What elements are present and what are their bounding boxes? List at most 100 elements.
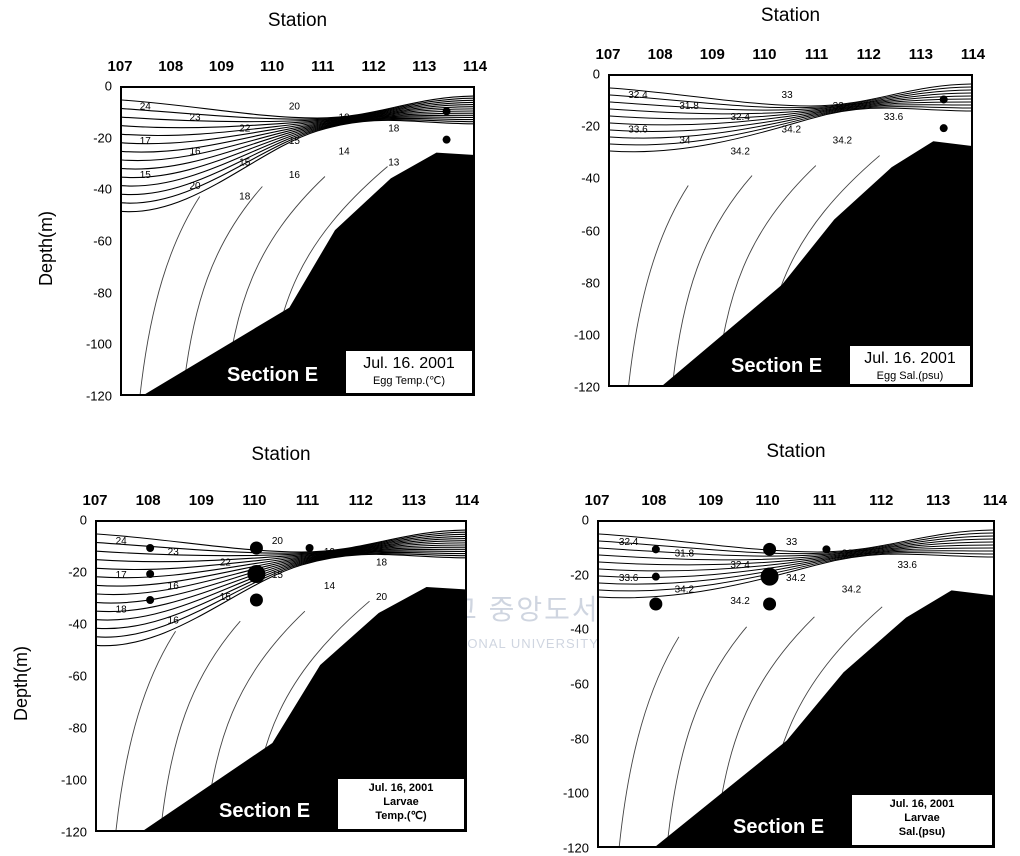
- contour-label: 20: [272, 536, 284, 547]
- info-line: Egg Temp.(℃): [372, 374, 446, 387]
- y-tick-label: -120: [85, 388, 112, 404]
- contour-label: 32.4: [628, 90, 648, 101]
- plot-area: 24 23 22 20 19 18 17 16 15 15 14 20 18 16 Section E Jul…: [95, 520, 467, 832]
- y-tick-label: -20: [68, 564, 87, 580]
- contour-line: [122, 110, 473, 162]
- y-tick-label: -40: [68, 616, 87, 632]
- contour-line: [115, 630, 176, 830]
- x-tick-label: 109: [699, 46, 725, 63]
- x-tick-label: 113: [412, 58, 437, 75]
- seabed-area: [144, 587, 465, 830]
- y-tick-label: -40: [570, 621, 589, 637]
- contour-line: [599, 550, 993, 585]
- contour-line: [160, 620, 241, 830]
- y-tick-label: 0: [592, 66, 600, 82]
- contour-line: [599, 553, 993, 599]
- x-axis-title: Station: [760, 5, 821, 26]
- y-tick-label: -40: [581, 170, 600, 186]
- contour-label: 19: [324, 547, 336, 558]
- y-tick-label: -80: [570, 731, 589, 747]
- x-tick-label: 113: [926, 492, 951, 509]
- sample-point: [305, 544, 314, 552]
- x-tick-label: 107: [584, 492, 610, 509]
- contour-line: [618, 636, 680, 846]
- contour-label: 22: [220, 558, 232, 569]
- contour-line: [122, 117, 473, 196]
- sample-point: [146, 544, 155, 552]
- contour-line: [97, 551, 465, 630]
- x-tick-label: 109: [188, 492, 214, 509]
- contour-line: [610, 106, 971, 146]
- info-line: Larvae: [383, 796, 419, 809]
- contour-line: [122, 97, 473, 120]
- contour-line: [139, 196, 201, 394]
- contour-label: 14: [339, 147, 351, 158]
- info-box: Jul. 16. 2001 Egg Sal.(psu): [849, 345, 971, 385]
- sample-point: [146, 570, 155, 578]
- contour-line: [610, 86, 971, 109]
- y-tick-label: -20: [581, 118, 600, 134]
- contour-label: 33.6: [898, 560, 918, 571]
- contour-line: [610, 89, 971, 111]
- x-tick-label: 111: [804, 46, 829, 63]
- info-line: Sal.(psu): [898, 826, 946, 839]
- contour-line: [610, 92, 971, 115]
- contour-label: 20: [376, 592, 388, 603]
- contour-label: 24: [140, 102, 152, 113]
- x-tick-label: 114: [982, 492, 1008, 509]
- contour-label: 33: [842, 548, 854, 559]
- info-line: Temp.(℃): [375, 810, 427, 823]
- info-line: Jul. 16. 2001: [864, 350, 956, 367]
- sample-point: [651, 572, 660, 581]
- x-tick-label: 107: [107, 58, 133, 75]
- contour-label: 17: [140, 136, 152, 147]
- x-tick-label: 114: [462, 58, 488, 75]
- contour-line: [97, 548, 465, 613]
- plot-area: 24 23 22 20 19 18 17 16 15 15 14 13 15 20 18 16 Section …: [120, 86, 475, 396]
- x-tick-label: 113: [401, 492, 426, 509]
- y-tick-label: -80: [581, 275, 600, 291]
- sample-point: [763, 597, 777, 611]
- contour-label: 16: [189, 147, 201, 158]
- x-axis-title: Station: [251, 444, 311, 465]
- contour-label: 34.2: [675, 585, 695, 596]
- seabed-area: [663, 141, 971, 385]
- y-axis-title: Depth(m): [11, 645, 31, 721]
- x-axis-title: Station: [766, 441, 826, 462]
- x-tick-label: 112: [361, 58, 386, 75]
- contour-label: 20: [189, 181, 201, 192]
- contour-label: 33: [786, 537, 798, 548]
- info-line: Jul. 16, 2001: [368, 782, 434, 794]
- contour-line: [97, 535, 465, 563]
- contour-line: [666, 626, 748, 846]
- contour-label: 24: [116, 536, 128, 547]
- x-tick-label: 110: [260, 58, 285, 75]
- contour-label: 13: [388, 158, 400, 169]
- contour-label: 15: [220, 592, 232, 603]
- sample-point: [939, 124, 948, 133]
- contour-label: 15: [272, 570, 284, 581]
- contour-label: 34.2: [786, 573, 806, 584]
- x-tick-label: 109: [698, 492, 724, 509]
- y-tick-label: -120: [573, 379, 600, 395]
- contour-line: [122, 119, 473, 213]
- seabed-area: [656, 590, 993, 846]
- x-tick-label: 108: [158, 58, 184, 75]
- contour-label: 23: [168, 547, 180, 558]
- info-box: Jul. 16, 2001 Larvae Sal.(psu): [851, 794, 993, 846]
- sample-point: [249, 541, 263, 555]
- contour-line: [122, 95, 473, 119]
- x-tick-label: 112: [869, 492, 894, 509]
- contour-line: [122, 104, 473, 137]
- y-axis-title: Depth(m): [36, 210, 56, 286]
- x-tick-label: 109: [208, 58, 234, 75]
- contour-line: [599, 552, 993, 592]
- contour-label: 20: [289, 102, 301, 113]
- info-box: Jul. 16, 2001 Larvae Temp.(℃): [337, 778, 465, 830]
- y-tick-label: -120: [562, 840, 589, 856]
- contour-line: [122, 114, 473, 179]
- contour-line: [599, 538, 993, 561]
- contour-line: [122, 112, 473, 170]
- sample-point: [822, 545, 831, 554]
- contour-line: [97, 533, 465, 557]
